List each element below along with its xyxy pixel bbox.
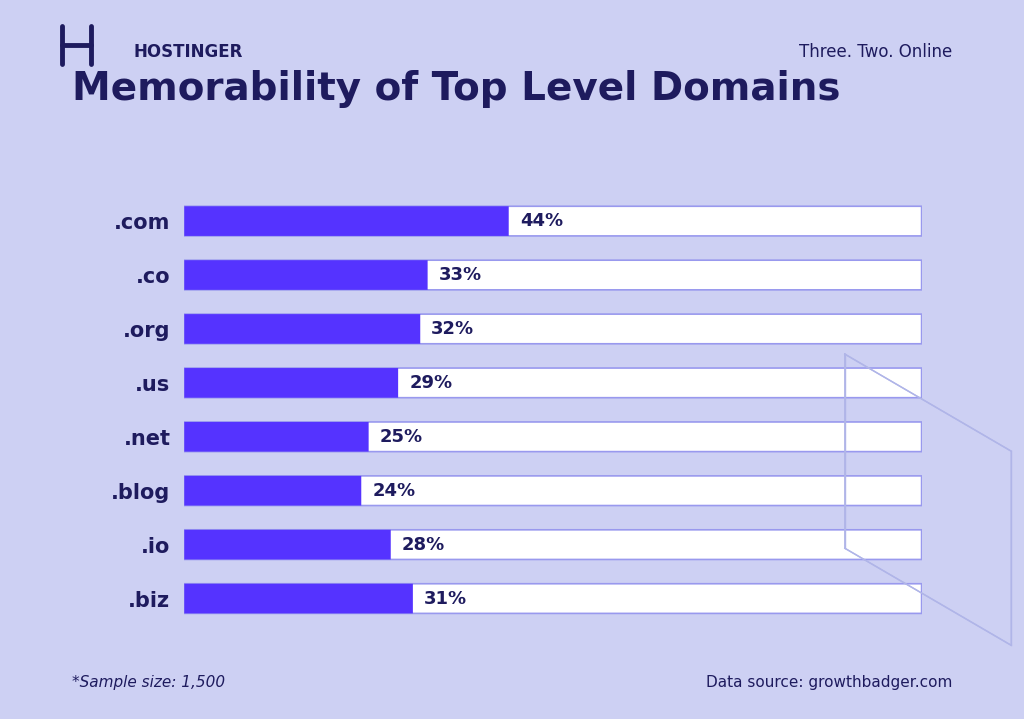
Text: *Sample size: 1,500: *Sample size: 1,500	[72, 675, 225, 690]
FancyBboxPatch shape	[184, 422, 922, 452]
Text: Data source: growthbadger.com: Data source: growthbadger.com	[706, 675, 952, 690]
Text: 31%: 31%	[424, 590, 467, 608]
Text: 44%: 44%	[520, 212, 563, 230]
Text: 28%: 28%	[401, 536, 445, 554]
Text: 32%: 32%	[431, 320, 474, 338]
FancyBboxPatch shape	[184, 260, 922, 290]
FancyBboxPatch shape	[184, 260, 428, 290]
FancyBboxPatch shape	[184, 314, 922, 344]
FancyBboxPatch shape	[184, 584, 922, 613]
FancyBboxPatch shape	[184, 530, 922, 559]
FancyBboxPatch shape	[184, 530, 391, 559]
FancyBboxPatch shape	[184, 476, 922, 505]
FancyBboxPatch shape	[184, 368, 398, 398]
Text: 33%: 33%	[438, 266, 482, 284]
FancyBboxPatch shape	[184, 206, 509, 236]
Text: Memorability of Top Level Domains: Memorability of Top Level Domains	[72, 70, 840, 108]
FancyBboxPatch shape	[184, 422, 369, 452]
FancyBboxPatch shape	[184, 368, 922, 398]
FancyBboxPatch shape	[184, 584, 413, 613]
Text: 29%: 29%	[410, 374, 453, 392]
Text: 25%: 25%	[380, 428, 423, 446]
Text: Three. Two. Online: Three. Two. Online	[799, 43, 952, 61]
FancyBboxPatch shape	[184, 314, 420, 344]
Text: HOSTINGER: HOSTINGER	[133, 43, 243, 61]
FancyBboxPatch shape	[184, 206, 922, 236]
Text: 24%: 24%	[373, 482, 416, 500]
FancyBboxPatch shape	[184, 476, 361, 505]
